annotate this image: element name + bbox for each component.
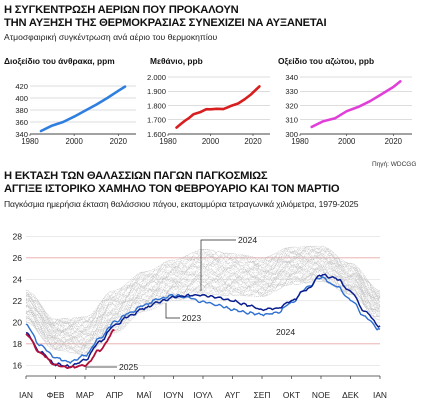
n2o-xtick-label: 1980 bbox=[291, 137, 309, 146]
seaice-history-line bbox=[25, 255, 381, 333]
seaice-month-label: ΔΕΚ bbox=[342, 390, 359, 400]
seaice-month-label: ΙΟΥΛ bbox=[193, 390, 213, 400]
n2o-xtick-label: 2020 bbox=[385, 137, 403, 146]
sea-ice-subtitle: Παγκόσμια ημερήσια έκταση θαλάσσιου πάγο… bbox=[4, 199, 359, 209]
seaice-history-line bbox=[25, 246, 381, 329]
seaice-month-label: ΜΑΪ bbox=[137, 390, 153, 400]
n2o-ytick-label: 300 bbox=[285, 130, 298, 139]
seaice-history-line bbox=[25, 256, 381, 336]
seaice-history-line bbox=[25, 245, 381, 327]
seaice-month-label: ΙΟΥΝ bbox=[163, 390, 183, 400]
n2o-chart-title: Οξείδιο του αζώτου, ppb bbox=[278, 56, 375, 66]
seaice-series-2025 bbox=[25, 329, 115, 369]
n2o-ytick-label: 340 bbox=[285, 73, 298, 82]
seaice-history-line bbox=[25, 260, 381, 342]
seaice-history-line bbox=[25, 253, 381, 333]
annotation-leader-2024-top bbox=[200, 239, 236, 291]
seaice-ytick-label: 18 bbox=[12, 339, 22, 349]
sea-ice-title-line2: ΑΓΓΙΞΕ ΙΣΤΟΡΙΚΟ ΧΑΜΗΛΟ ΤΟΝ ΦΕΒΡΟΥΑΡΙΟ ΚΑ… bbox=[4, 183, 340, 195]
seaice-history-line bbox=[25, 250, 381, 332]
main-subtitle: Ατμοσφαιρική συγκέντρωση ανά αέριο του θ… bbox=[4, 32, 218, 42]
annotation-leader-2023 bbox=[165, 303, 180, 319]
ch4-ytick-label: 1.900 bbox=[147, 87, 166, 96]
seaice-month-label: ΦΕΒ bbox=[47, 390, 65, 400]
ch4-xtick-label: 2000 bbox=[202, 137, 220, 146]
co2-xtick-label: 2020 bbox=[110, 137, 128, 146]
ch4-ytick-label: 2.000 bbox=[147, 73, 166, 82]
seaice-month-label: ΑΥΓ bbox=[225, 390, 241, 400]
seaice-ytick-label: 16 bbox=[12, 360, 22, 370]
seaice-month-label: ΣΕΠ bbox=[254, 390, 271, 400]
seaice-month-label: ΝΟΕ bbox=[312, 390, 331, 400]
ch4-series-line bbox=[175, 85, 261, 129]
seaice-history-line bbox=[25, 258, 381, 339]
source-note: Πηγή: WDCGG bbox=[372, 161, 417, 168]
seaice-month-label: ΜΑΡ bbox=[76, 390, 95, 400]
seaice-history-line bbox=[25, 265, 381, 345]
n2o-ytick-label: 330 bbox=[285, 87, 298, 96]
seaice-history-line bbox=[25, 245, 380, 324]
co2-xtick-label: 2000 bbox=[65, 137, 83, 146]
n2o-series-line bbox=[310, 80, 402, 129]
ch4-chart-title: Μεθάνιο, ppb bbox=[150, 56, 203, 66]
seaice-month-label: ΑΠΡ bbox=[106, 390, 124, 400]
co2-ytick-label: 420 bbox=[15, 82, 28, 91]
seaice-history-line bbox=[25, 275, 381, 355]
seaice-month-label: ΟΚΤ bbox=[283, 390, 300, 400]
seaice-ytick-label: 22 bbox=[12, 296, 22, 306]
annotation-label-2025: 2025 bbox=[119, 362, 138, 372]
seaice-history-line bbox=[25, 266, 381, 349]
main-title-line1: Η ΣΥΓΚΕΝΤΡΩΣΗ ΑΕΡΙΩΝ ΠΟΥ ΠΡΟΚΑΛΟΥΝ bbox=[4, 4, 239, 16]
annotation-label-2024-top: 2024 bbox=[238, 235, 257, 245]
seaice-series-2023 bbox=[25, 276, 381, 364]
annotation-label-2023: 2023 bbox=[182, 313, 201, 323]
seaice-history-line bbox=[25, 266, 381, 346]
seaice-history-line bbox=[25, 271, 381, 351]
annotation-leader-2025 bbox=[85, 366, 117, 370]
seaice-month-label: ΙΑΝ bbox=[19, 390, 33, 400]
ch4-xtick-label: 2020 bbox=[244, 137, 262, 146]
seaice-history-line bbox=[25, 275, 381, 355]
annotation-label-2024-bottom: 2024 bbox=[276, 327, 295, 337]
seaice-series-2024 bbox=[25, 273, 381, 369]
seaice-ytick-label: 24 bbox=[12, 274, 22, 284]
seaice-history-line bbox=[25, 256, 381, 338]
seaice-month-label: ΙΑΝ bbox=[373, 390, 387, 400]
sea-ice-title-line1: Η ΕΚΤΑΣΗ ΤΩΝ ΘΑΛΑΣΣΙΩΝ ΠΑΓΩΝ ΠΑΓΚΟΣΜΙΩΣ bbox=[4, 170, 268, 182]
co2-ytick-label: 400 bbox=[15, 94, 28, 103]
co2-ytick-label: 340 bbox=[15, 130, 28, 139]
seaice-history-line bbox=[25, 251, 381, 333]
seaice-history-line bbox=[25, 260, 381, 342]
co2-series-line bbox=[39, 85, 127, 133]
co2-xtick-label: 1980 bbox=[21, 137, 39, 146]
seaice-history-line bbox=[25, 245, 381, 325]
seaice-history-group bbox=[25, 245, 381, 355]
seaice-history-line bbox=[25, 260, 381, 339]
seaice-ytick-label: 20 bbox=[12, 317, 22, 327]
seaice-history-line bbox=[25, 265, 381, 348]
seaice-history-line bbox=[25, 249, 381, 331]
main-title-line2: ΤΗΝ ΑΥΞΗΣΗ ΤΗΣ ΘΕΡΜΟΚΡΑΣΙΑΣ ΣΥΝΕΧΙΖΕΙ ΝΑ… bbox=[4, 17, 327, 29]
ch4-ytick-label: 1.700 bbox=[147, 116, 166, 125]
ch4-ytick-label: 1.800 bbox=[147, 101, 166, 110]
n2o-xtick-label: 2000 bbox=[338, 137, 356, 146]
seaice-history-line bbox=[25, 267, 381, 348]
seaice-history-line bbox=[25, 259, 381, 337]
seaice-ytick-label: 26 bbox=[12, 253, 22, 263]
seaice-history-line bbox=[25, 268, 381, 352]
co2-chart-title: Διοξείδιο του άνθρακα, ppm bbox=[4, 56, 115, 66]
n2o-ytick-label: 310 bbox=[285, 116, 298, 125]
co2-ytick-label: 380 bbox=[15, 106, 28, 115]
n2o-ytick-label: 320 bbox=[285, 101, 298, 110]
seaice-ytick-label: 28 bbox=[12, 231, 22, 241]
ch4-ytick-label: 1.600 bbox=[147, 130, 166, 139]
seaice-history-line bbox=[25, 272, 381, 350]
co2-ytick-label: 360 bbox=[15, 118, 28, 127]
ch4-xtick-label: 1980 bbox=[159, 137, 177, 146]
